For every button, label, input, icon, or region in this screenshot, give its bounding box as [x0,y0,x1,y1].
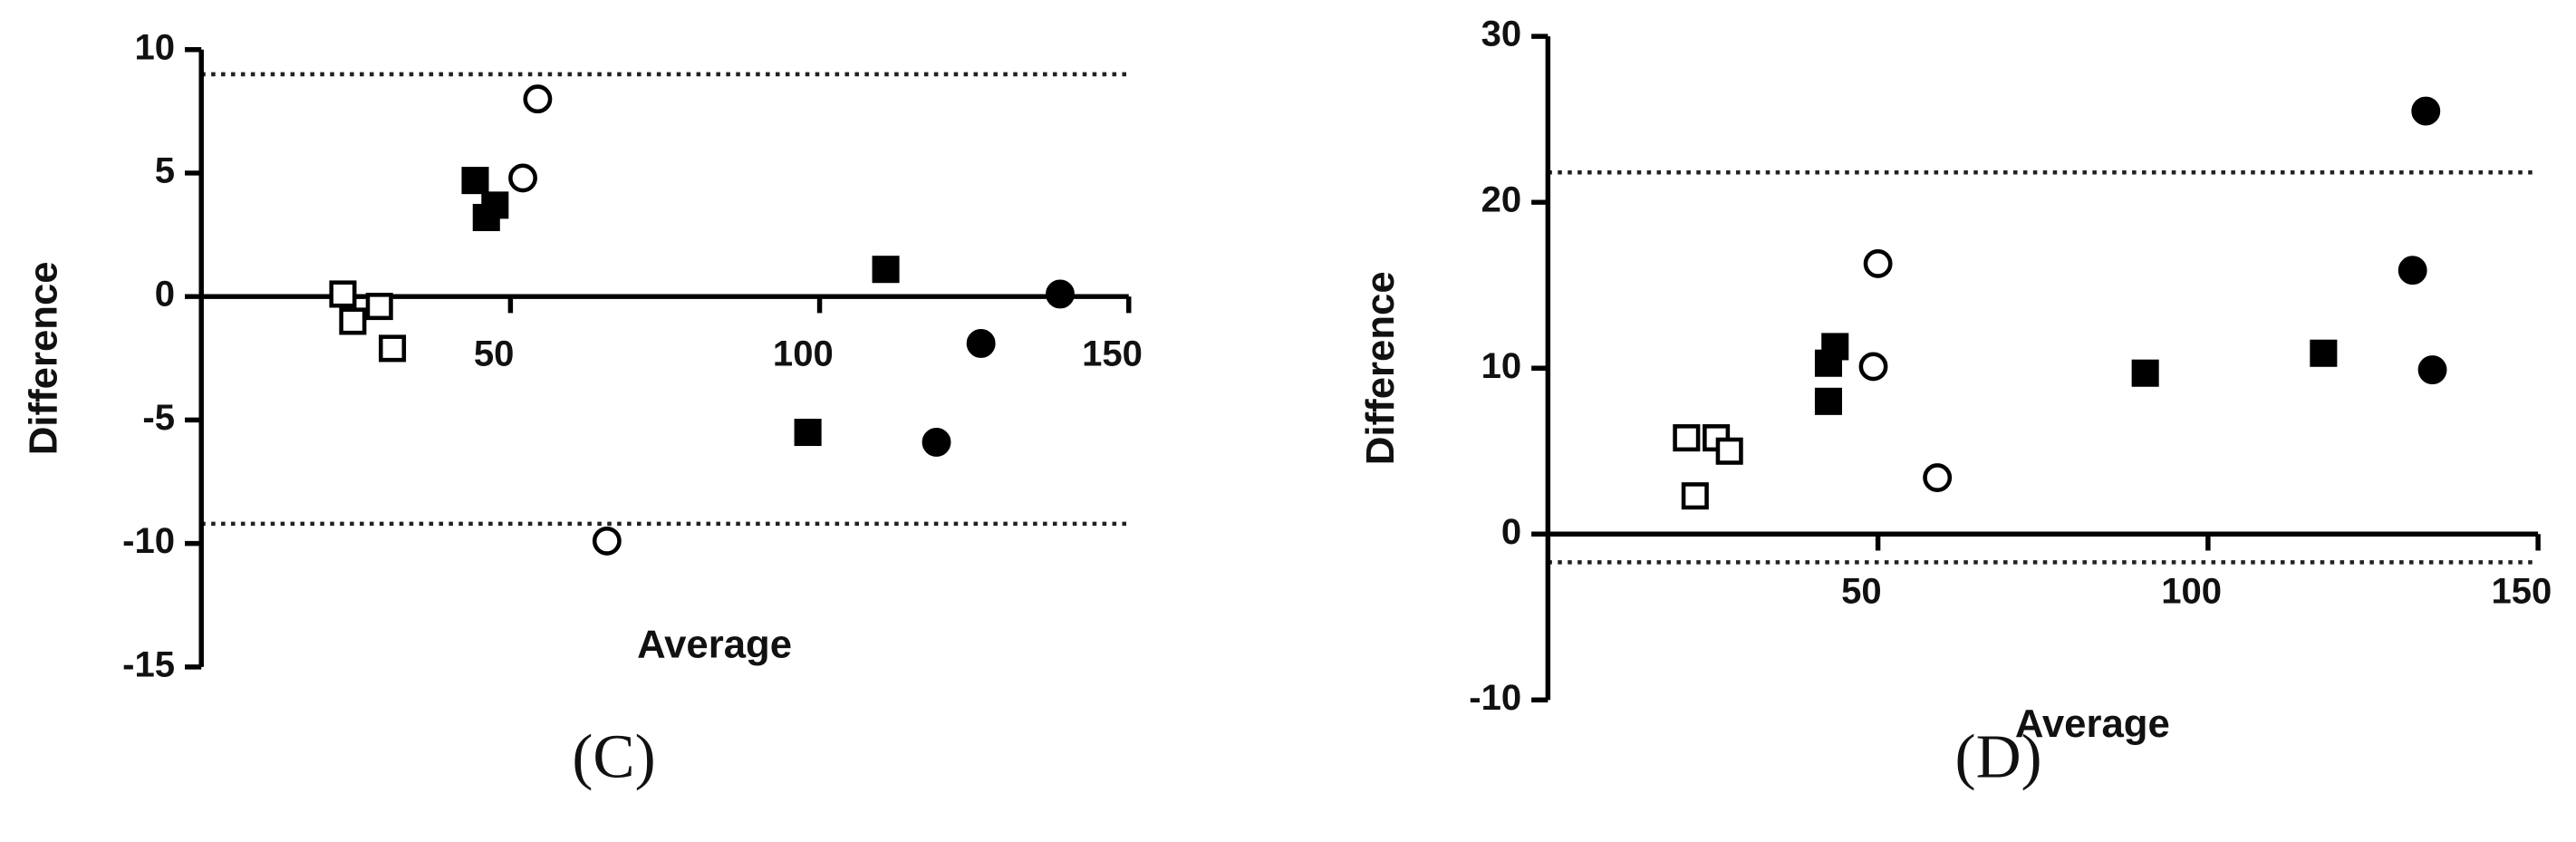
y-tick-label: -15 [122,644,175,684]
x-tick-label: 100 [773,334,834,373]
y-tick-label: 10 [135,27,176,67]
y-tick-label: 5 [155,151,175,191]
square-marker [365,293,393,321]
circle-marker [1858,352,1888,382]
square-marker [1821,333,1849,361]
y-tick-label: 0 [155,275,175,315]
square-marker [872,256,900,284]
panel-label: (D) [1955,721,2042,790]
x-tick-label: 50 [474,334,515,373]
square-marker [1681,482,1709,510]
panel-label: (C) [572,721,655,790]
circle-marker [2398,256,2427,286]
x-axis-label: Average [2015,702,2170,746]
square-marker [1715,437,1743,465]
x-tick-label: 50 [1841,571,1882,611]
circle-marker [966,329,996,358]
circle-marker [523,84,553,114]
y-tick-label: 10 [1481,346,1522,386]
circle-marker [508,163,537,193]
circle-marker [1046,279,1075,309]
square-marker [481,191,509,219]
square-marker [1814,387,1842,415]
x-tick-label: 150 [2491,571,2552,611]
x-tick-label: 150 [1082,334,1143,373]
circle-marker [1923,463,1953,492]
y-tick-label: 0 [1501,512,1521,552]
square-marker [329,280,357,308]
circle-marker [1863,248,1893,278]
y-axis-label: Difference [22,261,66,455]
circle-marker [921,427,951,457]
circle-marker [2417,355,2447,384]
circle-marker [2411,96,2441,126]
x-axis-label: Average [637,623,792,667]
square-marker [2131,359,2159,387]
x-tick-label: 100 [2161,571,2222,611]
square-marker [794,419,822,447]
square-marker [339,307,367,335]
y-axis-label: Difference [1358,271,1403,465]
y-tick-label: 30 [1481,15,1522,54]
square-marker [1673,424,1701,452]
y-tick-label: -5 [142,398,175,438]
y-tick-label: 20 [1481,180,1522,220]
square-marker [379,334,407,363]
circle-marker [592,526,622,556]
y-tick-label: -10 [1469,678,1521,718]
square-marker [461,167,489,195]
y-tick-label: -10 [122,521,175,561]
square-marker [2310,339,2338,367]
